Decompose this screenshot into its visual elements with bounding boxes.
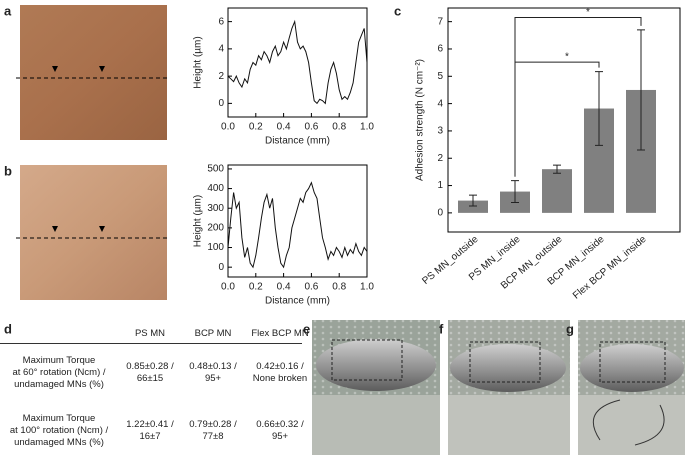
y-axis-label: Height (µm) <box>193 36 204 88</box>
x-tick-label: 0.0 <box>221 122 235 133</box>
column-header: PS MN <box>134 328 166 339</box>
bar <box>458 200 488 213</box>
panel-label: e <box>303 321 310 336</box>
panel-label: d <box>4 321 12 336</box>
y-tick-label: 1 <box>437 180 443 191</box>
row-header: undamaged MNs (%) <box>14 437 104 448</box>
table-cell: 1.22±0.41 / <box>126 419 174 430</box>
y-tick-label: 100 <box>207 242 224 253</box>
y-tick-label: 3 <box>437 126 443 137</box>
x-tick-label: 0.4 <box>277 282 291 293</box>
line <box>227 181 368 269</box>
column-header: BCP MN <box>194 328 232 339</box>
table-cell: None broken <box>252 373 308 384</box>
panel-label: g <box>566 321 574 336</box>
table-cell: 0.85±0.28 / <box>126 361 174 372</box>
table-cell: 16±7 <box>139 431 161 442</box>
y-tick-label: 300 <box>207 203 224 214</box>
error-bar <box>595 71 603 146</box>
y-tick-label: 7 <box>437 16 443 27</box>
table-cell: 66±15 <box>136 373 164 384</box>
row-header: Maximum Torque <box>22 355 96 366</box>
y-tick-label: 4 <box>218 44 224 55</box>
error-bar <box>511 180 519 203</box>
y-tick-label: 6 <box>218 16 224 27</box>
photo-b <box>16 165 167 300</box>
row-header: at 60° rotation (Ncm) / <box>12 367 106 378</box>
table-cell: 95+ <box>204 373 222 384</box>
y-axis-label: Adhesion strength (N cm⁻²) <box>415 59 426 181</box>
x-axis-label: Distance (mm) <box>265 296 330 307</box>
significance-bracket <box>514 17 642 177</box>
error-bar <box>553 164 561 174</box>
y-tick-label: 200 <box>207 223 224 234</box>
y-tick-label: 2 <box>218 71 224 82</box>
x-tick-label: 0.0 <box>221 282 235 293</box>
photos-efg <box>312 320 685 455</box>
y-tick-label: 0 <box>437 208 443 219</box>
row-header: at 100° rotation (Ncm) / <box>9 425 109 436</box>
plot-frame <box>227 164 368 278</box>
table-rule <box>0 343 302 344</box>
x-tick-label: 0.2 <box>249 122 263 133</box>
x-tick-label: 0.4 <box>277 122 291 133</box>
bar <box>542 169 572 213</box>
x-tick-label: 0.8 <box>332 282 346 293</box>
x-tick-label: 1.0 <box>360 122 374 133</box>
plot-frame <box>447 7 681 233</box>
table-cell: 0.48±0.13 / <box>189 361 237 372</box>
table-cell: 95+ <box>271 431 289 442</box>
y-tick-label: 500 <box>207 164 224 175</box>
x-tick-label: 0.8 <box>332 122 346 133</box>
x-axis-label: Distance (mm) <box>265 136 330 147</box>
significance-mark: * <box>565 52 569 63</box>
x-tick-label: 0.2 <box>249 282 263 293</box>
error-bar <box>637 29 645 151</box>
table-cell: 0.66±0.32 / <box>256 419 304 430</box>
x-tick-label: 0.6 <box>304 282 318 293</box>
y-tick-label: 0 <box>218 98 224 109</box>
panel-label: f <box>439 321 444 336</box>
column-header: Flex BCP MN <box>251 328 309 339</box>
y-tick-label: 0 <box>218 262 224 273</box>
panel-label: c <box>394 3 401 18</box>
table-cell: 0.42±0.16 / <box>256 361 304 372</box>
panel-label: b <box>4 163 12 178</box>
table-cell: 77±8 <box>202 431 224 442</box>
y-tick-label: 5 <box>437 71 443 82</box>
panel-label: a <box>4 3 12 18</box>
x-tick-label: Flex BCP MN_inside <box>571 234 649 302</box>
plot-frame <box>227 7 368 118</box>
significance-mark: * <box>586 7 590 18</box>
y-tick-label: 4 <box>437 98 443 109</box>
table-cell: 0.79±0.28 / <box>189 419 237 430</box>
y-tick-label: 400 <box>207 183 224 194</box>
row-header: Maximum Torque <box>22 413 96 424</box>
y-axis-label: Height (µm) <box>193 195 204 247</box>
x-tick-label: 1.0 <box>360 282 374 293</box>
line <box>227 19 368 105</box>
y-tick-label: 2 <box>437 153 443 164</box>
y-tick-label: 6 <box>437 44 443 55</box>
error-bar <box>469 194 477 207</box>
row-header: undamaged MNs (%) <box>14 379 104 390</box>
photo-a <box>16 5 167 140</box>
x-tick-label: 0.6 <box>304 122 318 133</box>
